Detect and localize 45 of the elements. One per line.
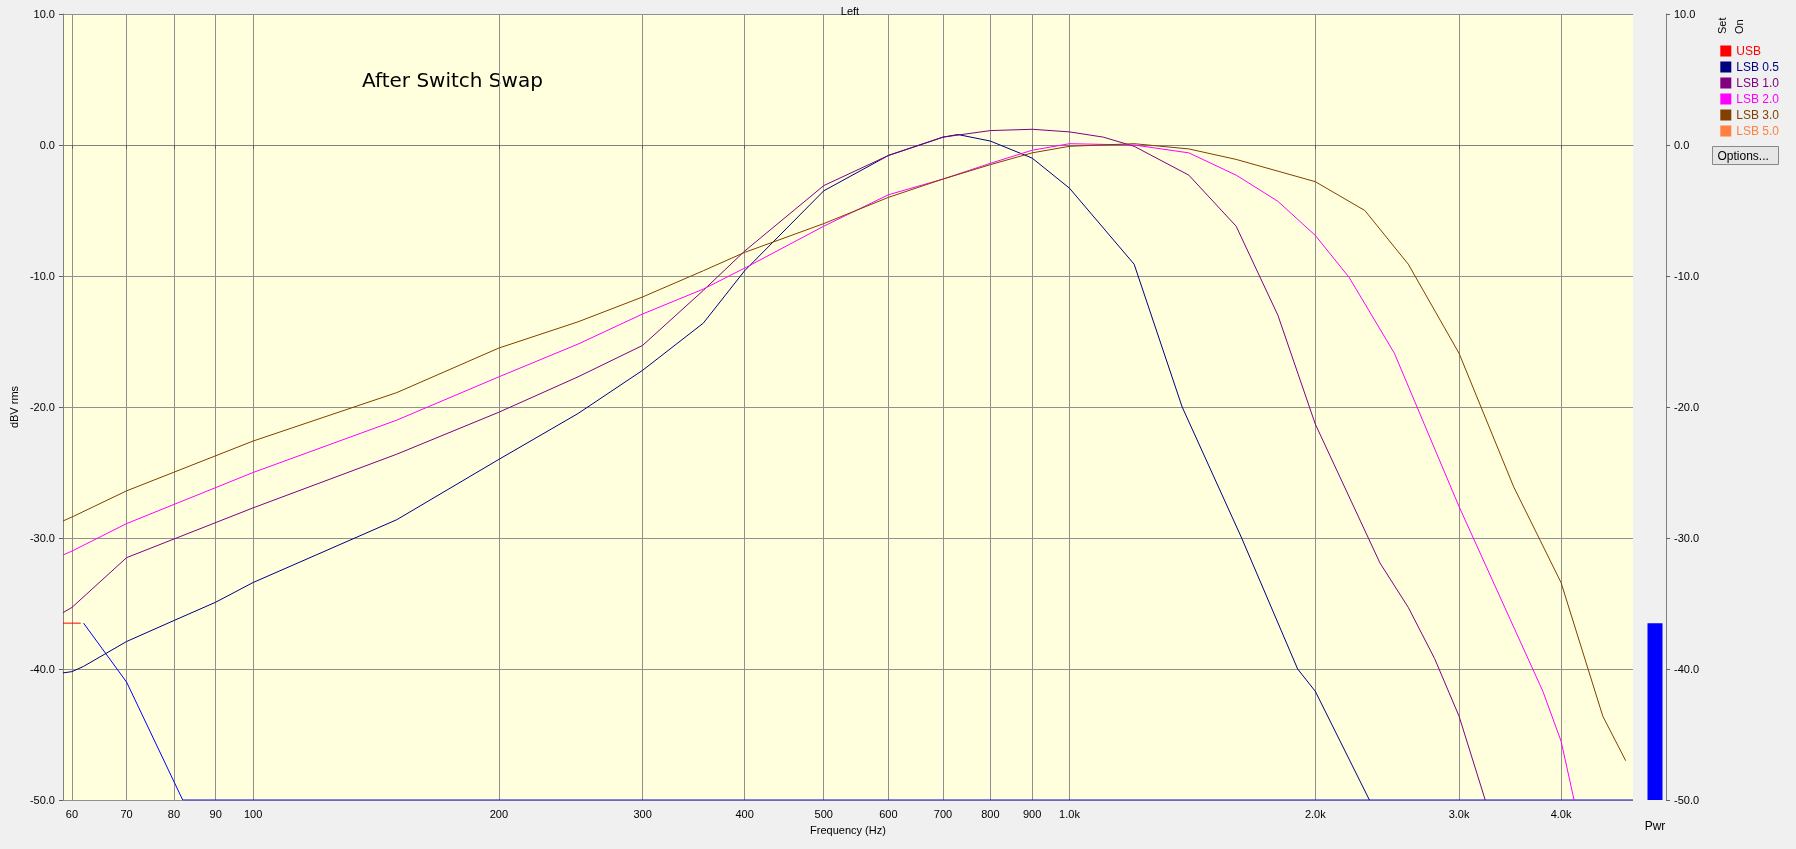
y-tick-label: -50.0	[29, 794, 55, 806]
y-axis-title: dBV rms	[7, 385, 20, 429]
y-tick-label: -50.0	[1674, 794, 1700, 806]
y-tick-label: -30.0	[29, 532, 55, 544]
y-tick-label: -10.0	[1674, 270, 1700, 282]
x-axis-title: Frequency (Hz)	[810, 823, 886, 836]
y-tick-label: -40.0	[1674, 663, 1700, 675]
x-tick-label: Pwr	[1644, 819, 1666, 833]
x-tick-label: 600	[879, 807, 898, 820]
y-tick-label: 0.0	[1674, 139, 1690, 151]
x-tick-label: 90	[209, 807, 222, 820]
x-tick-label: 1.0k	[1059, 807, 1081, 820]
chart-title: Left	[840, 4, 860, 17]
y-tick-label: -20.0	[1674, 401, 1700, 413]
x-tick-label: 500	[814, 807, 833, 820]
x-tick-label: 100	[243, 807, 263, 820]
y-tick-label: -30.0	[1674, 532, 1700, 544]
y-tick-label: -20.0	[29, 401, 55, 413]
annotation: After Switch Swap	[362, 68, 543, 92]
text: On	[1732, 19, 1745, 34]
text: Set	[1715, 17, 1728, 34]
x-tick-label: 2.0k	[1304, 807, 1327, 820]
y-tick-label: -10.0	[29, 270, 55, 282]
y-tick-label: 10.0	[33, 8, 55, 20]
x-tick-label: 800	[981, 807, 1000, 820]
legend-label: LSB 2.0	[1736, 92, 1780, 106]
x-tick-label: 80	[167, 807, 181, 820]
legend-label: LSB 1.0	[1736, 76, 1780, 90]
legend-label: LSB 3.0	[1736, 108, 1780, 122]
x-tick-label: 3.0k	[1448, 807, 1470, 820]
text: Options...	[1717, 148, 1769, 163]
x-tick-label: 400	[735, 807, 754, 820]
y-tick-label: 0.0	[39, 139, 55, 151]
x-tick-label: 300	[633, 807, 652, 820]
x-tick-label: 4.0k	[1550, 807, 1572, 820]
legend-label: LSB 5.0	[1736, 124, 1780, 138]
legend-label: LSB 0.5	[1736, 60, 1780, 74]
legend-label: USB	[1736, 44, 1761, 58]
x-tick-label: 900	[1022, 807, 1042, 820]
x-tick-label: 60	[65, 807, 79, 820]
y-tick-label: 10.0	[1674, 8, 1696, 20]
x-tick-label: 700	[933, 807, 953, 820]
y-tick-label: -40.0	[29, 663, 55, 675]
x-tick-label: 70	[120, 807, 133, 820]
x-tick-label: 200	[489, 807, 509, 820]
